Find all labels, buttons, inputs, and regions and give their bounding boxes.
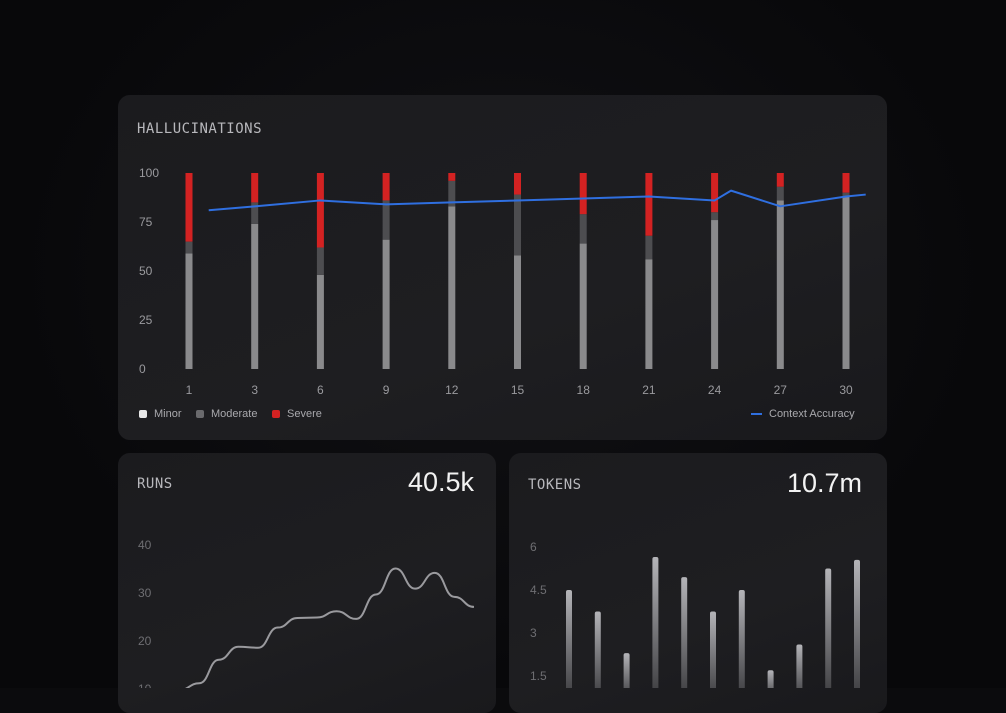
legend-severe[interactable]: Severe — [272, 408, 322, 420]
legend-moderate[interactable]: Moderate — [196, 408, 257, 420]
legend-moderate-label: Moderate — [211, 408, 258, 420]
hallucinations-card — [118, 95, 887, 440]
runs-title: RUNS — [137, 476, 173, 492]
legend-accuracy-label: Context Accuracy — [769, 408, 855, 420]
legend-minor-label: Minor — [154, 408, 182, 420]
runs-value: 40.5k — [407, 467, 474, 497]
tokens-value: 10.7m — [786, 468, 862, 498]
hallucinations-title: HALLUCINATIONS — [137, 121, 263, 137]
tokens-title: TOKENS — [528, 477, 582, 493]
legend-accuracy-swatch — [751, 413, 762, 415]
legend-accuracy[interactable]: Context Accuracy — [751, 408, 855, 420]
legend-severe-label: Severe — [287, 408, 322, 420]
legend-severe-swatch — [272, 410, 280, 418]
legend-moderate-swatch — [196, 410, 204, 418]
legend-minor[interactable]: Minor — [139, 408, 182, 420]
tokens-card — [509, 453, 887, 713]
legend-minor-swatch — [139, 410, 147, 418]
